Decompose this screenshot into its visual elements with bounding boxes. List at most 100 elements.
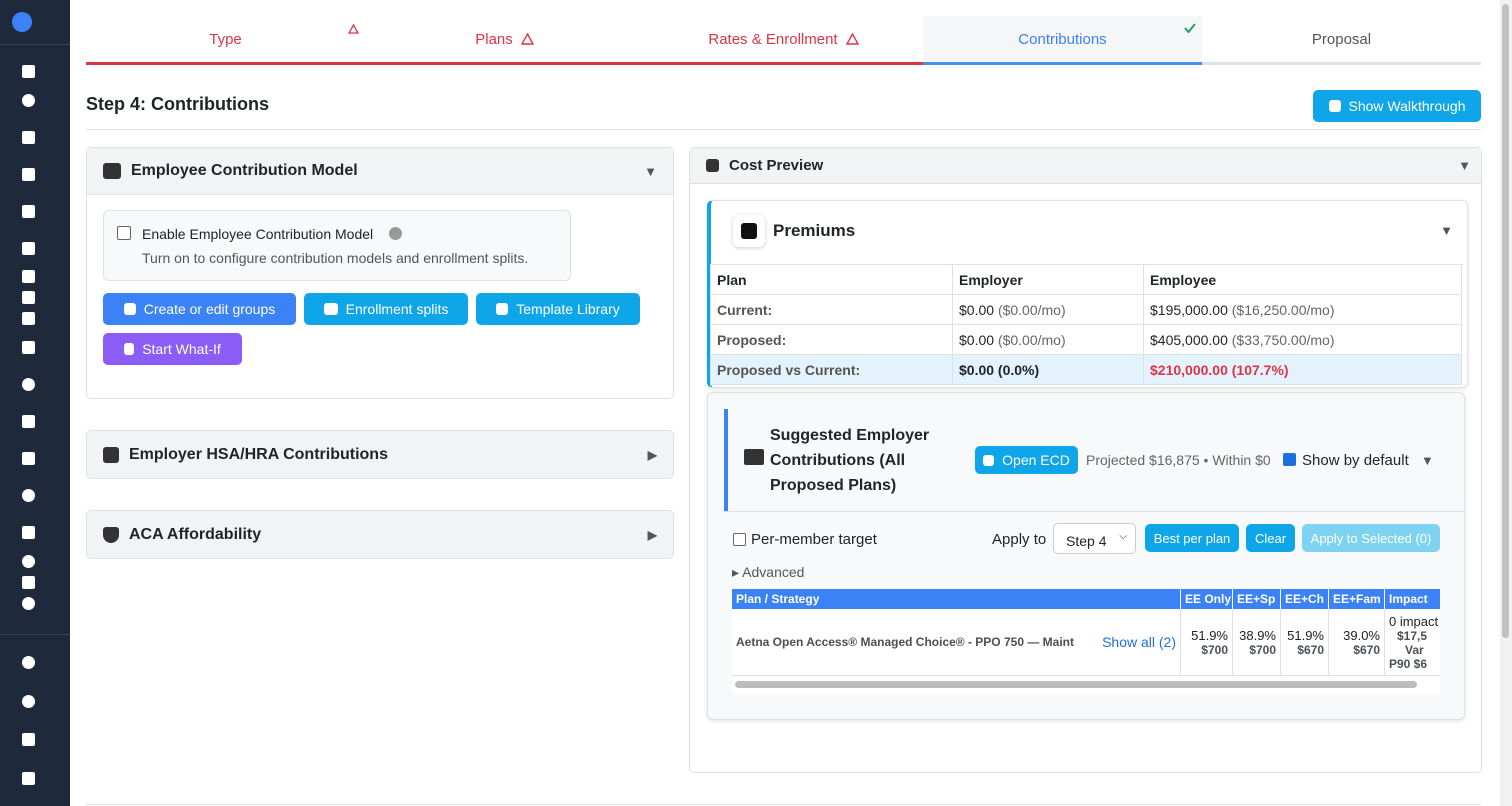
nav-icon[interactable] [22, 526, 35, 539]
button-label: Template Library [516, 301, 620, 317]
column-header: Plan / Strategy [732, 589, 1181, 609]
page-scrollbar [1500, 0, 1512, 806]
toggle-box: Enable Employee Contribution Model Turn … [103, 210, 571, 281]
premiums-card: Premiums ▼ [707, 200, 1468, 388]
nav-icon[interactable] [22, 270, 35, 283]
row-label: Proposed vs Current: [711, 355, 953, 385]
cell: $210,000.00 (107.7%) [1144, 355, 1462, 385]
panel-header[interactable]: Employee Contribution Model ▼ [87, 148, 673, 195]
checkbox[interactable] [733, 533, 746, 546]
aca-panel[interactable]: ACA Affordability ▶ [86, 510, 674, 559]
nav-icon[interactable] [22, 341, 35, 354]
advanced-toggle[interactable]: ▸ Advanced [732, 564, 805, 580]
suggest-table: Plan / Strategy EE Only EE+Sp EE+Ch EE+F… [732, 589, 1440, 694]
template-button[interactable]: Template Library [476, 293, 640, 325]
column-header: Plan [711, 265, 953, 295]
nav-icon[interactable] [22, 576, 35, 589]
apply-selected-button[interactable]: Apply to Selected (0) [1302, 524, 1440, 552]
suggested-card: Suggested Employer Contributions (All Pr… [707, 392, 1465, 720]
tab[interactable]: Plans [365, 16, 644, 65]
nav-icon[interactable] [22, 65, 35, 78]
scrollbar[interactable] [735, 681, 1417, 688]
cell: 51.9% $700 [1181, 609, 1233, 675]
impact-cell: 0 impact $17,5 Var P90 $6 [1385, 609, 1440, 675]
apply-label: Apply to [992, 531, 1047, 548]
nav-icon[interactable] [22, 489, 35, 502]
accent [724, 409, 728, 511]
nav-icon[interactable] [22, 555, 35, 568]
column-header: Employer [953, 265, 1144, 295]
splits-button[interactable]: Enrollment splits [304, 293, 468, 325]
cost-preview-panel: Cost Preview ▼ Premiums ▼ Plan Employer E… [689, 147, 1482, 773]
impact: P90 $6 [1389, 656, 1428, 671]
sidebar [0, 0, 70, 806]
nav-icon[interactable] [22, 131, 35, 144]
nav-icon[interactable] [22, 242, 35, 255]
plan-name: Aetna Open Access® Managed Choice® - PPO… [736, 635, 1074, 649]
percent: 38.9% [1239, 627, 1276, 643]
clear-button[interactable]: Clear [1246, 524, 1295, 552]
panel-header: ACA Affordability ▶ [87, 511, 673, 558]
tab[interactable]: Proposal [1202, 16, 1481, 65]
checkbox[interactable] [117, 226, 131, 240]
nav-icon[interactable] [22, 378, 35, 391]
cell: $0.00 ($0.00/mo) [953, 325, 1144, 355]
collapse-caret[interactable]: ▼ [1440, 223, 1453, 238]
nav-icon[interactable] [22, 415, 35, 428]
impact: $17,5 [1397, 628, 1428, 643]
best-button[interactable]: Best per plan [1145, 524, 1239, 552]
open-ecd-button[interactable]: Open ECD [975, 446, 1078, 474]
nav-icon[interactable] [22, 452, 35, 465]
scroll-thumb[interactable] [1502, 4, 1509, 638]
nav-icon[interactable] [22, 291, 35, 304]
tab-active[interactable]: Contributions [923, 16, 1202, 65]
panel-title: Employer HSA/HRA Contributions [129, 445, 388, 463]
button-label: Start What-If [142, 341, 221, 357]
tab[interactable]: Type [86, 16, 365, 65]
cell: 38.9% $700 [1233, 609, 1281, 675]
amount: $195,000.00 [1150, 301, 1228, 318]
apply-select[interactable]: Step 4 ⌵ [1053, 523, 1136, 554]
nav-icon[interactable] [22, 733, 35, 746]
whatif-button[interactable]: Start What-If [103, 333, 242, 365]
nav-icon[interactable] [22, 695, 35, 708]
info-icon[interactable] [389, 227, 402, 240]
scale-icon [744, 449, 764, 465]
button-label: Open ECD [1002, 452, 1070, 468]
column-header: EE+Sp [1233, 589, 1281, 609]
nav-icon[interactable] [22, 656, 35, 669]
amount: $0.00 [959, 301, 995, 318]
collapse-caret[interactable]: ▼ [1421, 453, 1434, 468]
panel-header[interactable]: Cost Preview ▼ [690, 148, 1481, 184]
tab-label: Rates & Enrollment [708, 30, 838, 48]
checkbox-checked[interactable] [1283, 453, 1296, 466]
column-header: Impact [1385, 589, 1440, 609]
nav-icon[interactable] [22, 168, 35, 181]
nav-icon[interactable] [22, 772, 35, 785]
plan-cell: Aetna Open Access® Managed Choice® - PPO… [732, 609, 1181, 675]
projected: Projected $16,875 • Within $0 [1086, 452, 1271, 468]
panel-title: Employee Contribution Model [131, 162, 358, 179]
nav-icon[interactable] [22, 597, 35, 610]
amount: $670 [1297, 642, 1324, 657]
tab[interactable]: Rates & Enrollment [644, 16, 923, 65]
walkthrough-button[interactable]: Show Walkthrough [1313, 90, 1481, 122]
percent: 39.0% [1343, 627, 1380, 643]
button-label: Enrollment splits [345, 301, 449, 317]
groups-button[interactable]: Create or edit groups [103, 293, 296, 325]
tab-label: Type [209, 30, 242, 48]
row-label: Current: [711, 295, 953, 325]
nav-icon[interactable] [22, 205, 35, 218]
hsa-panel[interactable]: Employer HSA/HRA Contributions ▶ [86, 430, 674, 479]
cell: $0.00 ($0.00/mo) [953, 295, 1144, 325]
contribution-model-panel: Employee Contribution Model ▼ Enable Empl… [86, 147, 674, 399]
amount: $700 [1201, 642, 1228, 657]
cell: $0.00 (0.0%) [953, 355, 1144, 385]
nav-icon[interactable] [22, 312, 35, 325]
show-all-link[interactable]: Show all (2) [1102, 634, 1176, 650]
tab-label: Contributions [1018, 30, 1107, 48]
nav-icon[interactable] [22, 94, 35, 107]
impact: Var [1405, 642, 1424, 657]
logo[interactable] [12, 12, 32, 32]
